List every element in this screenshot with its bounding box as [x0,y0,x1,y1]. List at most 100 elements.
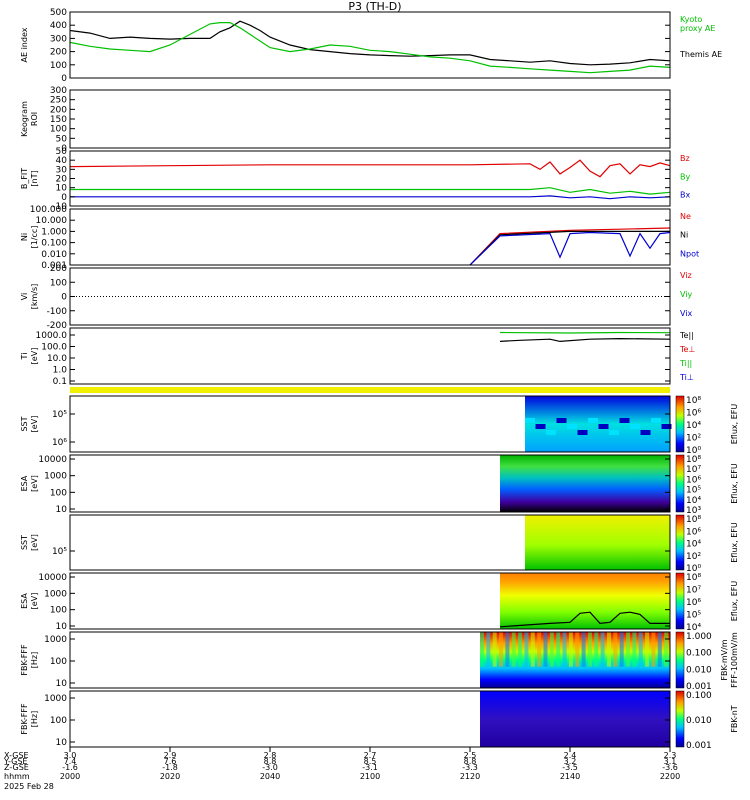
sst1-cell [525,418,535,423]
colorbar-tick-label: 10⁰ [686,564,701,574]
colorbar-tick-label: 0.010 [686,665,712,675]
sst1-cell [556,418,567,423]
y-tick-label: 50 [56,134,68,144]
y-axis-label: SST [20,416,29,431]
x-ephemeris-value: -3.3 [462,763,478,772]
y-tick-label: 10000 [38,573,67,583]
y-axis-unit: [eV] [30,348,39,365]
panel-frame [69,327,671,385]
x-tick-label: 2120 [460,772,480,781]
y-tick-label: 1000 [44,589,67,599]
panel-fbk2: 10 100 1000 FBK-FFF [Hz] 0.001 0.010 0.100 FBK-n… [20,690,739,751]
y-tick-label: 100 [50,61,67,71]
y-axis-label: B_FIT [20,168,29,189]
y-tick-label: 0 [61,74,67,84]
panel-frame [69,208,671,266]
legend-entry: By [680,172,690,181]
y-tick-label: 10 [56,679,68,689]
fbk1-stripe [480,632,484,667]
x-ephemeris-value: 8.8 [264,757,277,766]
y-tick-label: 1000.0 [36,331,68,341]
y-tick-label: 10.0 [47,354,67,364]
y-axis-label: Vi [20,293,29,301]
colorbar-tick-label: 10⁶ [686,527,701,537]
panel-vi: -200 -100 0 100 200 Vi [km/s] Viz Viy Vix [20,264,693,331]
series-by [70,187,671,195]
colorbar-tick-label: 10³ [686,506,701,516]
legend-entry: Themis AE [679,50,722,59]
y-tick-label: 50 [56,147,68,157]
fbk1-stripe [518,632,523,667]
legend-entry: Ni [680,231,688,240]
x-ephemeris-value: 2.3 [664,751,677,760]
x-ephemeris-value: 8.5 [364,757,377,766]
panel-frame [69,454,671,513]
legend-entry: Npot [680,249,699,258]
y-tick-label: 1.0 [53,366,68,376]
panel-frame [69,572,671,630]
colorbar-label: Eflux, EFU [730,463,739,504]
status-bar [70,387,670,393]
panel-frame [69,514,671,571]
sst1-cell [619,418,630,423]
y-axis-label: Keogram [20,101,29,137]
colorbar-label: Eflux, EFU [730,522,739,563]
series-bx [70,195,671,200]
y-axis-unit: [Hz] [30,652,39,668]
colorbar-tick-label: 10⁴ [686,623,701,633]
y-tick-label: 300 [50,86,67,96]
x-ephemeris-value: 2.7 [364,751,377,760]
colorbar-label: FFF-100mV/m [730,632,739,688]
legend-entry: Bx [680,191,690,200]
x-ephemeris-value: -3.0 [262,763,278,772]
panel-sst2: 10⁵ SST [eV] 10⁰ 10² 10⁴ 10⁶ 10⁸ Eflux, EFU [20,514,739,574]
series-npot [469,231,671,266]
legend-entry: Te⊥ [679,345,695,354]
fbk1-stripe [537,632,542,667]
panel-fbk1: 10 100 1000 FBK-FFF [Hz] 0.001 0.010 0.100 1.000… [20,631,739,692]
colorbar-tick-label: 10⁶ [686,409,701,419]
fbk1-stripe [651,632,656,667]
colorbar-tick-label: 10⁸ [686,455,701,465]
fbk1-stripe [600,632,605,667]
y-tick-label: 10000 [38,455,67,465]
y-tick-label: 100 [50,488,67,498]
legend-entry: proxy AE [680,24,715,33]
colorbar-tick-label: 10⁴ [686,540,701,550]
fbk1-stripe [587,632,592,667]
y-tick-label: 300 [50,34,67,44]
x-ephemeris-value: -3.5 [562,763,578,772]
fbk1-stripe [492,632,497,667]
colorbar-tick-label: 10⁵ [686,611,701,621]
fbk1-stripe [524,632,529,667]
y-tick-label: 100 [50,716,67,726]
colorbar-tick-label: 10⁵ [686,486,701,496]
legend-entry: Vix [680,309,693,318]
sst1-cell [567,424,577,429]
y-tick-label: 1.000 [41,227,67,237]
fbk1-stripe [613,632,618,667]
fbk1-stripe [486,632,491,667]
colorbar [675,454,685,513]
colorbar [675,631,685,689]
colorbar-tick-label: 0.001 [686,682,712,692]
fbk1-stripe [499,632,504,667]
x-ephemeris-value: -3.1 [362,763,378,772]
date-label: 2025 Feb 28 [4,782,54,791]
colorbar-tick-label: 0.001 [686,741,712,751]
figure-title: P3 (TH-D) [348,0,401,13]
y-axis-label: FBK-FFF [20,703,29,735]
y-tick-label: 400 [50,21,67,31]
fbk1-stripe [568,632,573,667]
y-axis-unit: [eV] [30,534,39,551]
colorbar-tick-label: 0.010 [686,716,712,726]
sst1-cell [535,424,546,429]
y-axis-unit: [km/s] [30,284,39,310]
fbk1-stripe [511,632,516,667]
fbk1-stripe [581,632,586,667]
